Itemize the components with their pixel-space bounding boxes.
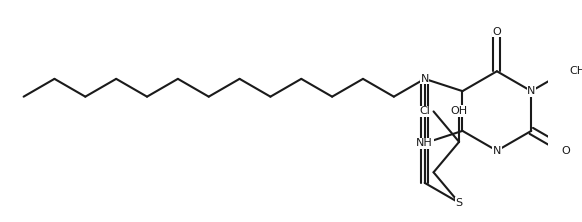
Text: O: O	[492, 27, 501, 37]
Text: S: S	[456, 198, 463, 208]
Text: Cl: Cl	[419, 106, 430, 116]
Text: O: O	[561, 146, 570, 156]
Text: N: N	[420, 74, 429, 84]
Text: NH: NH	[416, 138, 433, 148]
Text: OH: OH	[450, 106, 468, 116]
Text: N: N	[493, 146, 501, 156]
Text: N: N	[527, 86, 535, 96]
Text: CH₃: CH₃	[569, 66, 582, 76]
